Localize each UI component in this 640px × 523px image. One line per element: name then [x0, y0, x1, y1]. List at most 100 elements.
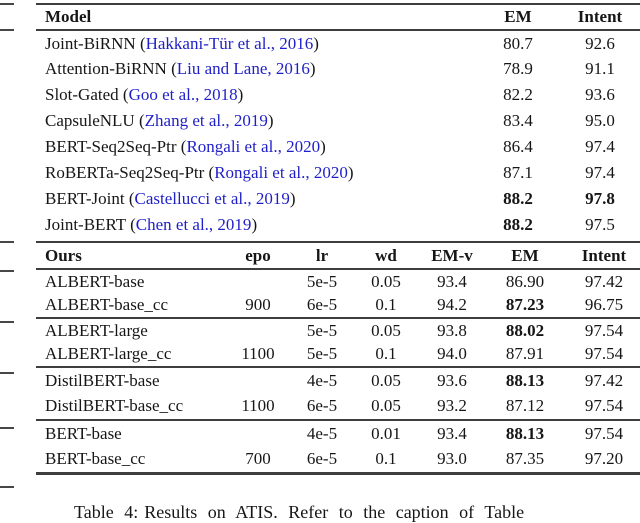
em-valid-cell: 93.0 — [437, 449, 467, 468]
adjacent-column-rule-fragment — [0, 372, 14, 374]
citation-link[interactable]: Hakkani-Tür et al., 2016 — [145, 33, 314, 53]
intent-cell: 96.75 — [568, 293, 640, 319]
model-name-cell: BERT-base_cc — [45, 449, 146, 468]
table-row: CapsuleNLU (Zhang et al., 2019) 83.4 95.0 — [36, 108, 640, 134]
model-cell: Slot-Gated (Goo et al., 2018) — [45, 85, 244, 104]
citation-link[interactable]: Rongali et al., 2020 — [186, 137, 321, 156]
learning-rate-cell: 5e-5 — [306, 320, 338, 340]
column-header-intent: Intent — [560, 4, 640, 31]
citation-link[interactable]: Castellucci et al., 2019 — [134, 189, 290, 208]
citation-link[interactable]: Goo et al., 2018 — [128, 85, 238, 104]
column-header-ours: Ours — [36, 242, 222, 270]
model-name: Joint-BERT — [45, 215, 126, 234]
weight-decay-cell: 0.1 — [350, 342, 422, 368]
model-cell: CapsuleNLU (Zhang et al., 2019) — [45, 111, 274, 130]
citation-link[interactable]: Liu and Lane, 2016 — [176, 59, 310, 78]
table-row: DistilBERT-base 4e-5 0.05 93.6 88.13 97.42 — [36, 367, 640, 394]
epochs-cell: 1100 — [222, 342, 294, 368]
table-row: ALBERT-base_cc 900 6e-5 0.1 94.2 87.23 96.75 — [36, 293, 640, 319]
em-valid-cell: 94.0 — [422, 342, 482, 368]
weight-decay-cell: 0.05 — [371, 271, 401, 291]
intent-cell: 97.54 — [568, 342, 640, 368]
learning-rate-cell: 6e-5 — [306, 449, 338, 468]
adjacent-column-rule-fragment — [0, 486, 14, 488]
intent-cell: 97.54 — [568, 393, 640, 421]
em-cell: 87.1 — [503, 163, 533, 182]
epochs-cell — [222, 367, 294, 394]
em-valid-cell: 93.2 — [422, 393, 482, 421]
learning-rate-cell: 5e-5 — [294, 342, 350, 368]
intent-cell: 97.54 — [584, 423, 624, 443]
model-name: Slot-Gated — [45, 85, 119, 104]
intent-cell: 97.54 — [584, 320, 624, 340]
em-cell: 87.35 — [505, 449, 545, 468]
intent-cell: 97.4 — [585, 137, 615, 156]
model-cell: Joint-BiRNN (Hakkani-Tür et al., 2016) — [45, 33, 319, 53]
results-table-ours: Ours epo lr wd EM-v EM Intent ALBERT-bas… — [36, 241, 640, 475]
model-name: BERT-Seq2Seq-Ptr — [45, 137, 177, 156]
column-header-wd: wd — [350, 242, 422, 270]
epochs-cell — [222, 420, 294, 447]
intent-cell: 97.20 — [584, 449, 624, 468]
table-row: ALBERT-large_cc 1100 5e-5 0.1 94.0 87.91 97.54 — [36, 342, 640, 368]
learning-rate-cell: 6e-5 — [294, 293, 350, 319]
weight-decay-cell: 0.01 — [371, 423, 401, 443]
em-cell: 82.2 — [503, 85, 533, 104]
table-row: BERT-Seq2Seq-Ptr (Rongali et al., 2020) 8… — [36, 134, 640, 160]
table-row: Joint-BiRNN (Hakkani-Tür et al., 2016) 80… — [36, 30, 640, 56]
intent-cell: 93.6 — [585, 85, 615, 104]
table-row: BERT-base 4e-5 0.01 93.4 88.13 97.54 — [36, 420, 640, 447]
header-row: Ours epo lr wd EM-v EM Intent — [36, 242, 640, 270]
model-cell: Joint-BERT (Chen et al., 2019) — [45, 215, 258, 234]
em-cell: 78.9 — [503, 59, 533, 78]
adjacent-column-rule-fragment — [0, 241, 14, 243]
citation-link[interactable]: Rongali et al., 2020 — [214, 163, 348, 182]
intent-cell: 91.1 — [585, 59, 615, 78]
em-cell: 88.2 — [503, 215, 533, 234]
adjacent-column-rule-fragment — [0, 29, 14, 31]
model-name-cell: ALBERT-base — [45, 271, 145, 291]
em-cell: 86.4 — [503, 137, 533, 156]
em-valid-cell: 93.4 — [437, 423, 467, 443]
column-header-intent: Intent — [568, 242, 640, 270]
em-cell: 80.7 — [503, 33, 533, 53]
intent-cell: 97.42 — [584, 271, 624, 291]
em-valid-cell: 93.4 — [437, 271, 467, 291]
model-name-cell: BERT-base — [45, 423, 122, 443]
table-row: Joint-BERT (Chen et al., 2019) 88.2 97.5 — [36, 212, 640, 238]
column-header-epo: epo — [222, 242, 294, 270]
table-row: BERT-Joint (Castellucci et al., 2019) 88.… — [36, 186, 640, 212]
table-row: DistilBERT-base_cc 1100 6e-5 0.05 93.2 87.12 9… — [36, 393, 640, 421]
model-cell: BERT-Joint (Castellucci et al., 2019) — [45, 189, 296, 208]
epochs-cell: 700 — [245, 449, 271, 468]
weight-decay-cell: 0.05 — [350, 393, 422, 421]
em-valid-cell: 93.6 — [437, 370, 467, 390]
column-header-em-v: EM-v — [422, 242, 482, 270]
model-name-cell: ALBERT-large_cc — [36, 342, 222, 368]
intent-cell: 97.5 — [585, 215, 615, 234]
intent-cell: 97.42 — [584, 370, 624, 390]
intent-cell: 95.0 — [585, 111, 615, 130]
header-row: Model EM Intent — [36, 4, 640, 31]
epochs-cell — [222, 318, 294, 343]
column-header-lr: lr — [294, 242, 350, 270]
em-cell: 83.4 — [503, 111, 533, 130]
citation-link[interactable]: Chen et al., 2019 — [135, 215, 252, 234]
em-cell: 86.90 — [505, 271, 545, 291]
em-valid-cell: 94.2 — [422, 293, 482, 319]
table-row: BERT-base_cc 700 6e-5 0.1 93.0 87.35 97.20 — [36, 447, 640, 474]
adjacent-column-rule-fragment — [0, 270, 14, 272]
model-name: Attention-BiRNN — [45, 59, 167, 78]
ours-rows: ALBERT-base 5e-5 0.05 93.4 86.90 97.42 ALBERT-… — [36, 269, 640, 473]
model-name-cell: ALBERT-base_cc — [36, 293, 222, 319]
table-caption-text: Results on ATIS. Refer to the caption of… — [144, 502, 525, 522]
table-row: Attention-BiRNN (Liu and Lane, 2016) 78.9… — [36, 56, 640, 82]
citation-link[interactable]: Zhang et al., 2019 — [144, 111, 268, 130]
model-name-cell: DistilBERT-base_cc — [36, 393, 222, 421]
adjacent-column-rule-fragment — [0, 427, 14, 429]
model-cell: RoBERTa-Seq2Seq-Ptr (Rongali et al., 202… — [45, 163, 354, 182]
epochs-cell: 1100 — [222, 393, 294, 421]
model-name: CapsuleNLU — [45, 111, 135, 130]
table-row: ALBERT-base 5e-5 0.05 93.4 86.90 97.42 — [36, 269, 640, 294]
weight-decay-cell: 0.05 — [371, 320, 401, 340]
